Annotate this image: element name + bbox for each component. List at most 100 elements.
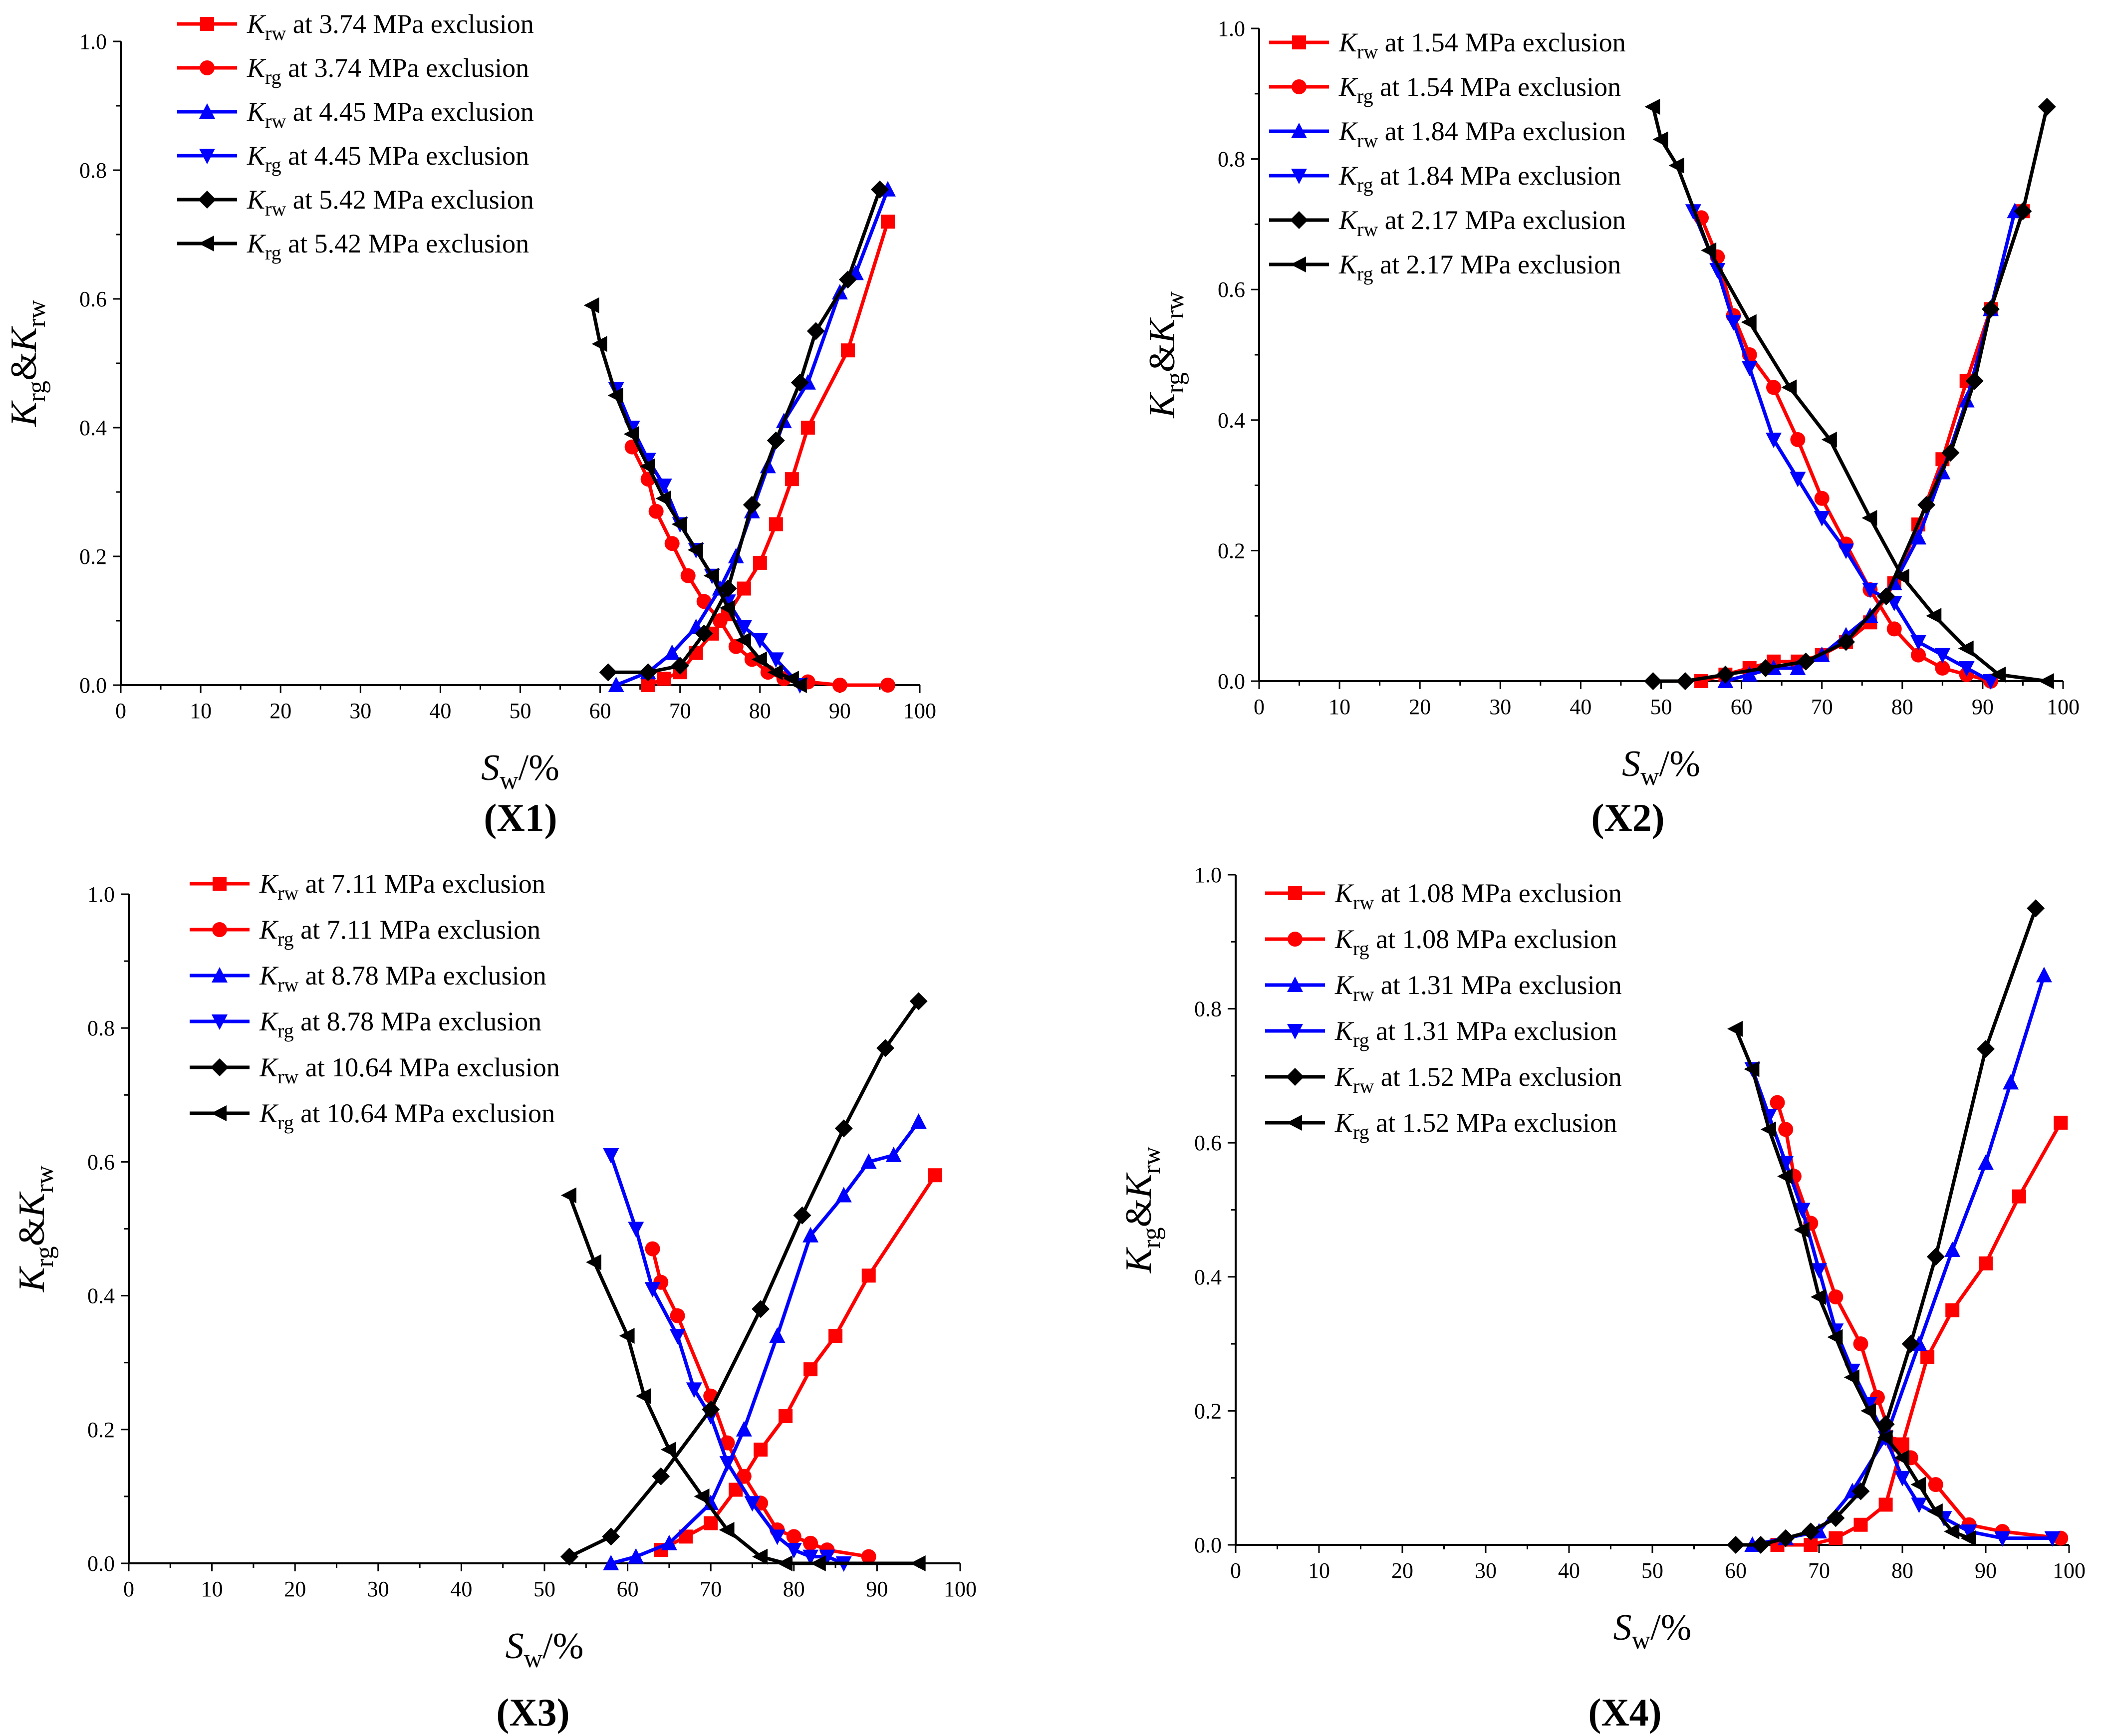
- x-tick-label: 20: [269, 699, 291, 723]
- legend-item: Krw at 4.45 MPa exclusion: [177, 97, 534, 132]
- data-point: [2014, 202, 2032, 221]
- data-point: [1794, 1203, 1811, 1219]
- data-point: [648, 503, 664, 519]
- data-point: [790, 373, 809, 392]
- legend: Krw at 1.08 MPa exclusion Krg at 1.08 MPa…: [1265, 878, 1622, 1143]
- panel-label: (X2): [1591, 796, 1664, 839]
- y-tick-label: 0.8: [1194, 997, 1222, 1021]
- y-tick-label: 0.8: [1218, 147, 1245, 172]
- x-tick-label: 60: [617, 1577, 639, 1601]
- x-tick-label: 30: [1475, 1558, 1497, 1583]
- x-tick-label: 40: [450, 1577, 472, 1601]
- series-line: [647, 221, 890, 687]
- data-point: [1778, 1122, 1794, 1137]
- data-point: [703, 1494, 719, 1510]
- panel-label: (X4): [1588, 1691, 1661, 1734]
- data-point: [1977, 1040, 1995, 1058]
- x-axis-title: Sw/%: [481, 747, 559, 795]
- x-tick-label: 20: [1409, 695, 1431, 719]
- y-axis-title: Krg&Krw: [1142, 291, 1189, 419]
- data-point: [861, 1268, 876, 1283]
- legend-marker: [199, 103, 215, 119]
- legend-label: Krw at 4.45 MPa exclusion: [247, 97, 534, 132]
- data-point: [1676, 672, 1694, 690]
- legend-item: Krg at 5.42 MPa exclusion: [177, 229, 529, 264]
- data-point: [1790, 432, 1806, 448]
- legend-item: Krw at 5.42 MPa exclusion: [177, 185, 534, 220]
- y-tick-label: 0.4: [79, 416, 107, 440]
- legend: Krw at 1.54 MPa exclusion Krg at 1.54 MPa…: [1269, 27, 1626, 285]
- data-point: [1851, 1482, 1870, 1500]
- chart-panel-x2: 0 10 20 30 40 50 60 70 80 90 100 0.0 0.2 0.4 0.6 0.8 1.0…: [1142, 16, 2080, 839]
- data-point: [786, 1543, 802, 1559]
- data-point: [736, 1469, 752, 1484]
- x-tick-label: 80: [1891, 1558, 1913, 1583]
- data-point: [735, 632, 751, 648]
- data-point: [1811, 1263, 1827, 1279]
- x-tick-label: 20: [284, 1577, 306, 1601]
- y-axis-title: Krg&Krw: [1118, 1146, 1166, 1273]
- data-point: [1901, 1335, 1920, 1353]
- data-point: [861, 1549, 876, 1564]
- data-point: [1928, 1477, 1943, 1492]
- data-point: [1910, 1477, 1926, 1493]
- data-point: [1853, 1517, 1868, 1532]
- data-point: [785, 472, 799, 487]
- data-point: [768, 652, 784, 668]
- legend-marker: [200, 17, 214, 31]
- data-point: [1777, 1168, 1793, 1185]
- data-point: [1878, 1497, 1893, 1512]
- data-point: [1910, 635, 1927, 651]
- legend-marker: [1287, 977, 1303, 992]
- series-0: [654, 1168, 943, 1557]
- data-point: [1910, 529, 1927, 545]
- data-point: [657, 672, 671, 686]
- data-point: [669, 1329, 686, 1345]
- legend-marker: [1287, 1115, 1302, 1131]
- series-1: [624, 439, 895, 693]
- y-tick-label: 0.8: [87, 1016, 115, 1040]
- data-point: [2038, 97, 2056, 116]
- legend-item: Krw at 1.31 MPa exclusion: [1265, 970, 1622, 1005]
- data-point: [1961, 1524, 1977, 1540]
- data-point: [628, 1548, 644, 1564]
- y-tick-label: 0.4: [87, 1284, 115, 1308]
- legend-label: Krg at 4.45 MPa exclusion: [247, 141, 529, 176]
- series-line: [1751, 1068, 2053, 1540]
- data-point: [1766, 433, 1782, 449]
- data-point: [1827, 1329, 1843, 1345]
- data-point: [661, 1534, 677, 1550]
- data-point: [670, 1308, 685, 1323]
- legend-marker: [200, 60, 215, 75]
- x-tick-label: 0: [1230, 1558, 1241, 1583]
- legend-item: Krg at 1.84 MPa exclusion: [1269, 161, 1621, 196]
- data-point: [880, 215, 895, 229]
- data-point: [1828, 1289, 1843, 1305]
- data-point: [1725, 315, 1742, 331]
- data-point: [1886, 621, 1902, 637]
- x-tick-label: 90: [1972, 695, 1994, 719]
- data-point: [1652, 131, 1668, 148]
- series-0: [1694, 204, 2030, 688]
- series-line: [608, 189, 882, 674]
- x-axis-title: Sw/%: [1622, 744, 1700, 791]
- data-point: [719, 1521, 735, 1538]
- data-point: [1944, 1523, 1960, 1540]
- data-point: [1756, 659, 1775, 677]
- legend-item: Krg at 1.52 MPa exclusion: [1265, 1108, 1617, 1143]
- data-point: [840, 343, 855, 358]
- x-tick-label: 80: [1891, 695, 1913, 719]
- legend-marker: [213, 877, 227, 891]
- x-tick-label: 60: [589, 699, 611, 723]
- series-4: [599, 180, 889, 682]
- data-point: [791, 677, 807, 693]
- x-tick-label: 40: [1558, 1558, 1580, 1583]
- legend-item: Krw at 7.11 MPa exclusion: [190, 869, 545, 904]
- data-point: [751, 651, 767, 668]
- legend-marker: [1286, 1068, 1304, 1086]
- data-point: [1838, 543, 1854, 559]
- legend-label: Krg at 2.17 MPa exclusion: [1338, 249, 1621, 285]
- legend-marker: [198, 191, 216, 209]
- legend-label: Krw at 8.78 MPa exclusion: [259, 961, 546, 996]
- legend-label: Krw at 3.74 MPa exclusion: [247, 9, 534, 44]
